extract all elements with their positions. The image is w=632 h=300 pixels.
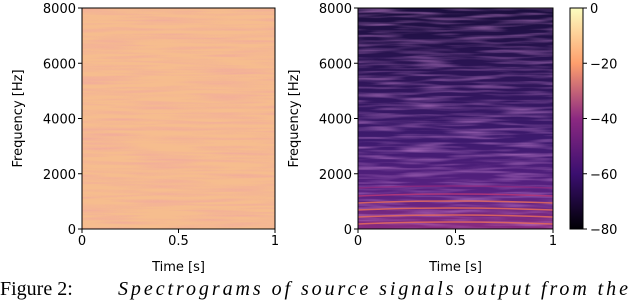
x-tick-label: 1 [271, 234, 279, 249]
caption-text: Spectrograms of source signals output fr… [118, 278, 628, 300]
x-tick-label: 1 [549, 234, 557, 249]
y-axis-label: Frequency [Hz] [11, 69, 26, 167]
caption-label: Figure 2: [0, 278, 73, 300]
colorbar [570, 8, 583, 229]
colorbar-tick-label: −60 [590, 168, 617, 183]
y-tick-label: 4000 [319, 113, 352, 128]
x-axis-label: Time [s] [151, 260, 205, 275]
y-tick-label: 6000 [319, 57, 352, 72]
y-tick-label: 8000 [43, 2, 76, 17]
x-tick-label: 0 [354, 234, 362, 249]
colorbar-tick-label: −80 [590, 223, 617, 238]
colorbar-tick-label: −40 [590, 113, 617, 128]
y-axis-label: Frequency [Hz] [287, 69, 302, 167]
y-tick-label: 2000 [319, 168, 352, 183]
x-tick-label: 0 [78, 234, 86, 249]
y-tick-label: 2000 [43, 168, 76, 183]
x-tick-label: 0.5 [445, 234, 466, 249]
spectrogram-left [82, 8, 275, 229]
y-tick-label: 6000 [43, 57, 76, 72]
y-tick-label: 0 [344, 223, 352, 238]
y-tick-label: 4000 [43, 113, 76, 128]
colorbar-tick-label: 0 [590, 2, 598, 17]
x-axis-label: Time [s] [428, 260, 482, 275]
x-tick-label: 0.5 [168, 234, 189, 249]
y-tick-label: 0 [68, 223, 76, 238]
colorbar-tick-label: −20 [590, 57, 617, 72]
spectrogram-right [357, 8, 554, 229]
y-tick-label: 8000 [319, 2, 352, 17]
